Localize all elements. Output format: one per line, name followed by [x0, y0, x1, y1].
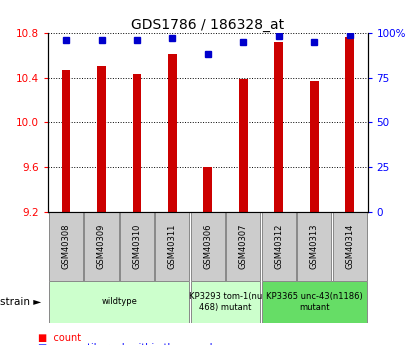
Text: GSM40310: GSM40310	[132, 224, 142, 269]
Bar	[191, 212, 225, 281]
Text: ■  count: ■ count	[38, 333, 81, 343]
Text: wildtype: wildtype	[101, 297, 137, 306]
Bar	[84, 212, 118, 281]
Bar	[49, 212, 83, 281]
Text: GSM40311: GSM40311	[168, 224, 177, 269]
Text: GSM40314: GSM40314	[345, 224, 354, 269]
Bar	[191, 281, 260, 323]
Bar	[133, 74, 142, 212]
Text: KP3365 unc-43(n1186)
mutant: KP3365 unc-43(n1186) mutant	[266, 292, 363, 312]
Text: ■  percentile rank within the sample: ■ percentile rank within the sample	[38, 344, 218, 345]
Bar	[120, 212, 154, 281]
Bar	[345, 37, 354, 212]
Text: GSM40307: GSM40307	[239, 224, 248, 269]
Bar	[62, 70, 71, 212]
Text: GSM40306: GSM40306	[203, 224, 213, 269]
Bar	[97, 66, 106, 212]
Title: GDS1786 / 186328_at: GDS1786 / 186328_at	[131, 18, 284, 32]
Bar	[262, 281, 367, 323]
Bar	[297, 212, 331, 281]
Bar	[262, 212, 296, 281]
Bar	[168, 54, 177, 212]
Text: GSM40308: GSM40308	[62, 224, 71, 269]
Bar	[49, 281, 189, 323]
Bar	[274, 42, 283, 212]
Bar	[203, 167, 213, 212]
Text: strain ►: strain ►	[0, 297, 42, 307]
Text: GSM40309: GSM40309	[97, 224, 106, 269]
Bar	[155, 212, 189, 281]
Bar	[310, 81, 319, 212]
Bar	[333, 212, 367, 281]
Bar	[239, 79, 248, 212]
Text: KP3293 tom-1(nu
468) mutant: KP3293 tom-1(nu 468) mutant	[189, 292, 262, 312]
Bar	[226, 212, 260, 281]
Text: GSM40313: GSM40313	[310, 224, 319, 269]
Text: GSM40312: GSM40312	[274, 224, 284, 269]
